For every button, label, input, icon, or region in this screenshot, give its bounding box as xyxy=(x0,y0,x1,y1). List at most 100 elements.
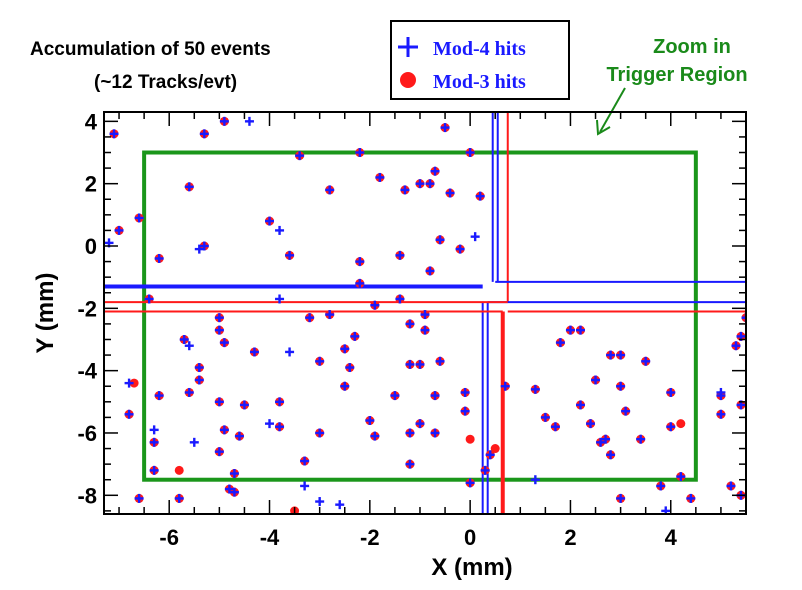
mod4-hit-point xyxy=(475,191,485,201)
mod4-hit-point xyxy=(219,338,229,348)
mod4-hit-point xyxy=(435,356,445,366)
mod4-hit-point xyxy=(480,465,490,475)
mod4-hit-point xyxy=(440,123,450,133)
mod4-hit-point xyxy=(285,250,295,260)
x-tick-label: -4 xyxy=(260,525,280,550)
mod4-hit-point xyxy=(355,278,365,288)
mod4-hit-point xyxy=(601,434,611,444)
mod4-hit-point xyxy=(530,475,540,485)
legend-mod3-label: Mod-3 hits xyxy=(433,71,526,93)
mod4-hit-point xyxy=(460,387,470,397)
mod4-hit-point xyxy=(370,300,380,310)
mod4-points xyxy=(104,116,746,514)
mod4-hit-point xyxy=(149,425,159,435)
mod4-hit-point xyxy=(460,406,470,416)
mod4-hit-point xyxy=(686,493,696,503)
mod4-hit-point xyxy=(214,447,224,457)
mod4-hit-point xyxy=(405,459,415,469)
annotation-line-2: (~12 Tracks/evt) xyxy=(94,72,237,93)
mod4-hit-point xyxy=(219,425,229,435)
mod4-hit-point xyxy=(550,422,560,432)
mod4-hit-point xyxy=(575,400,585,410)
y-tick-label: -4 xyxy=(77,359,97,384)
mod4-hit-point xyxy=(144,294,154,304)
mod4-hit-point xyxy=(741,313,746,323)
mod4-hit-point xyxy=(500,381,510,391)
mod4-hit-point xyxy=(430,166,440,176)
mod4-hit-point xyxy=(305,313,315,323)
mod4-hit-point xyxy=(716,409,726,419)
y-axis-title: Y (mm) xyxy=(32,273,59,354)
zoom-arrow xyxy=(596,87,626,136)
mod4-hit-point xyxy=(420,325,430,335)
legend-mod3-marker xyxy=(400,72,416,88)
mod4-hit-point xyxy=(415,419,425,429)
mod4-hit-point xyxy=(575,325,585,335)
mod4-hit-point xyxy=(154,391,164,401)
mod3-hit-point xyxy=(676,419,686,429)
mod4-hit-point xyxy=(365,416,375,426)
mod4-hit-point xyxy=(540,412,550,422)
mod4-hit-point xyxy=(430,391,440,401)
x-tick-label: 4 xyxy=(665,525,678,550)
mod3-points xyxy=(109,116,746,514)
mod4-hit-point xyxy=(325,310,335,320)
mod4-hit-point xyxy=(465,148,475,158)
y-tick-label: -8 xyxy=(77,483,97,508)
mod4-hit-point xyxy=(565,325,575,335)
mod4-hit-point xyxy=(184,182,194,192)
y-tick-label: 2 xyxy=(85,172,97,197)
mod4-hit-point xyxy=(555,338,565,348)
mod4-hit-point xyxy=(149,437,159,447)
mod4-hit-point xyxy=(616,350,626,360)
mod4-hit-point xyxy=(731,341,741,351)
mod4-hit-point xyxy=(114,225,124,235)
mod4-hit-point xyxy=(179,334,189,344)
mod4-hit-point xyxy=(199,129,209,139)
mod4-hit-point xyxy=(124,378,134,388)
mod4-hit-point xyxy=(315,497,325,507)
mod4-hit-point xyxy=(445,188,455,198)
mod4-hit-point xyxy=(194,244,204,254)
mod4-hit-point xyxy=(656,481,666,491)
x-tick-label: -6 xyxy=(159,525,179,550)
mod4-hit-point xyxy=(219,116,229,126)
mod4-hit-point xyxy=(345,363,355,373)
mod4-hit-point xyxy=(315,356,325,366)
reference-lines xyxy=(104,112,746,514)
mod4-hit-point xyxy=(199,241,209,251)
legend-mod4-label: Mod-4 hits xyxy=(433,38,526,60)
mod4-hit-point xyxy=(285,347,295,357)
annotation-line-1: Accumulation of 50 events xyxy=(30,39,271,60)
zoom-label-line-2: Trigger Region xyxy=(606,64,747,86)
mod4-hit-point xyxy=(154,253,164,263)
mod4-hit-point xyxy=(340,344,350,354)
mod4-hit-point xyxy=(415,179,425,189)
mod4-hit-point xyxy=(405,319,415,329)
mod4-hit-point xyxy=(229,487,239,497)
mod4-hit-point xyxy=(666,422,676,432)
mod4-hit-point xyxy=(606,350,616,360)
mod4-hit-point xyxy=(224,484,234,494)
mod4-hit-point xyxy=(300,456,310,466)
legend-box xyxy=(390,20,570,100)
mod4-hit-point xyxy=(415,359,425,369)
mod4-hit-point xyxy=(390,391,400,401)
mod4-hit-point xyxy=(340,381,350,391)
mod4-hit-point xyxy=(109,129,119,139)
mod4-hit-point xyxy=(335,500,345,510)
mod4-hit-point xyxy=(184,341,194,351)
zoom-label-line-1: Zoom in xyxy=(653,36,731,58)
mod4-hit-point xyxy=(134,213,144,223)
mod4-hit-point xyxy=(395,250,405,260)
mod4-hit-point xyxy=(265,216,275,226)
x-tick-label: -2 xyxy=(360,525,380,550)
mod4-hit-point xyxy=(214,397,224,407)
mod4-hit-point xyxy=(229,468,239,478)
trigger-region-box xyxy=(142,150,698,482)
mod4-hit-point xyxy=(375,172,385,182)
mod4-hit-point xyxy=(425,266,435,276)
mod4-hit-point xyxy=(315,428,325,438)
y-tick-label: -6 xyxy=(77,421,97,446)
mod4-hit-point xyxy=(425,179,435,189)
